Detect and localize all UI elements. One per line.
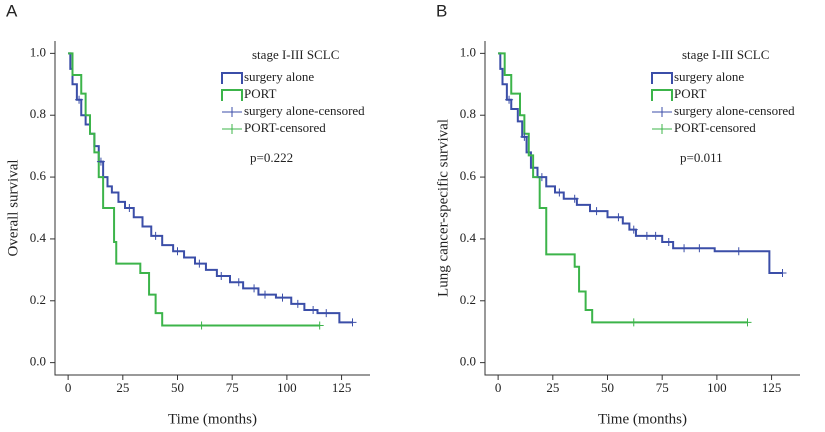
censor-mark	[197, 321, 206, 330]
panel-label: B	[436, 1, 447, 20]
survival-curve	[498, 52, 783, 274]
legend-label: surgery alone	[674, 69, 744, 84]
y-tick-label: 0.4	[30, 230, 47, 245]
censor-mark	[125, 204, 134, 212]
panel: B 0.0 0.2 0.4 0.6 0.8 1.0 0 25 50 75 100 125 Time (mo…	[435, 1, 800, 427]
censor-mark	[537, 173, 546, 182]
legend-label: PORT	[674, 86, 707, 101]
censor-mark	[520, 132, 529, 141]
legend-label: surgery alone-censored	[244, 103, 365, 118]
y-tick-label: 0.8	[30, 106, 46, 121]
y-tick-label: 1.0	[460, 44, 476, 59]
legend-icon	[221, 89, 243, 101]
x-tick-label: 25	[116, 380, 129, 395]
p-value: p=0.222	[250, 150, 293, 165]
censor-mark	[614, 213, 623, 222]
legend-icon	[651, 72, 673, 84]
censor-mark	[651, 231, 660, 240]
censor-mark	[734, 247, 743, 256]
x-tick-label: 75	[656, 380, 669, 395]
y-tick-label: 0.8	[460, 106, 476, 121]
censor-mark	[570, 194, 579, 203]
y-tick-label: 0.6	[460, 168, 477, 183]
y-tick-label: 0.6	[30, 168, 47, 183]
censor-mark	[278, 293, 287, 302]
censor-mark	[293, 299, 302, 308]
legend-icon	[222, 107, 242, 117]
legend-icon	[652, 107, 672, 117]
censor-mark	[680, 244, 689, 253]
censor-mark	[642, 231, 651, 240]
x-tick-label: 50	[171, 380, 184, 395]
censor-mark	[743, 318, 752, 327]
legend-title: stage I-III SCLC	[252, 47, 339, 62]
x-tick-label: 100	[707, 380, 727, 395]
y-tick-label: 0.4	[460, 230, 477, 245]
legend-icon	[652, 124, 672, 134]
censor-mark	[629, 318, 638, 327]
y-axis-label: Lung cancer-specific survival	[435, 119, 451, 297]
censor-mark	[629, 225, 638, 234]
panel-label: A	[6, 1, 18, 20]
x-tick-label: 0	[65, 380, 72, 395]
censor-mark	[217, 272, 226, 281]
legend-label: PORT	[244, 86, 277, 101]
censor-mark	[261, 290, 269, 299]
survival-curve	[68, 52, 320, 327]
censor-mark	[322, 309, 331, 318]
x-tick-label: 100	[277, 380, 297, 395]
censor-mark	[309, 306, 318, 315]
censor-mark	[250, 284, 259, 293]
x-axis-label: Time (months)	[598, 411, 687, 427]
x-tick-label: 50	[601, 380, 614, 395]
censor-mark	[348, 318, 357, 327]
censor-mark	[315, 321, 324, 330]
censor-mark	[75, 95, 84, 104]
x-tick-label: 125	[332, 380, 352, 395]
legend-icon	[221, 72, 243, 84]
panel: A 0.0 0.2 0.4 0.6 0.8 1.0 0 25 50 75 100 125 Time (mo…	[5, 1, 370, 427]
censor-mark	[555, 188, 564, 197]
axes	[54, 41, 370, 376]
p-value: p=0.011	[680, 150, 723, 165]
y-axis-label: Overall survival	[5, 159, 21, 256]
y-tick-label: 1.0	[30, 44, 46, 59]
y-tick-label: 0.2	[460, 292, 476, 307]
x-tick-label: 25	[546, 380, 559, 395]
censor-mark	[778, 268, 787, 277]
censor-mark	[695, 244, 704, 253]
censor-mark	[173, 247, 182, 256]
censor-mark	[96, 157, 105, 166]
legend-label: surgery alone-censored	[674, 103, 795, 118]
y-tick-label: 0.0	[30, 354, 46, 369]
y-tick-label: 0.0	[460, 354, 476, 369]
censor-mark	[151, 231, 160, 240]
censor-mark	[592, 207, 601, 216]
axes	[484, 41, 800, 376]
x-axis-label: Time (months)	[168, 411, 257, 427]
x-tick-label: 75	[226, 380, 239, 395]
censor-mark	[664, 238, 673, 247]
legend-title: stage I-III SCLC	[682, 47, 769, 62]
legend-icon	[222, 124, 242, 134]
censor-mark	[505, 95, 514, 104]
y-tick-label: 0.2	[30, 292, 46, 307]
legend-label: surgery alone	[244, 69, 314, 84]
censor-mark	[234, 278, 243, 287]
legend-icon	[651, 89, 673, 101]
survival-curve	[498, 52, 748, 324]
legend-label: PORT-censored	[244, 120, 326, 135]
x-tick-label: 0	[495, 380, 502, 395]
legend-label: PORT-censored	[674, 120, 756, 135]
x-tick-label: 125	[762, 380, 782, 395]
survival-curve	[68, 52, 353, 324]
censor-mark	[195, 259, 204, 268]
